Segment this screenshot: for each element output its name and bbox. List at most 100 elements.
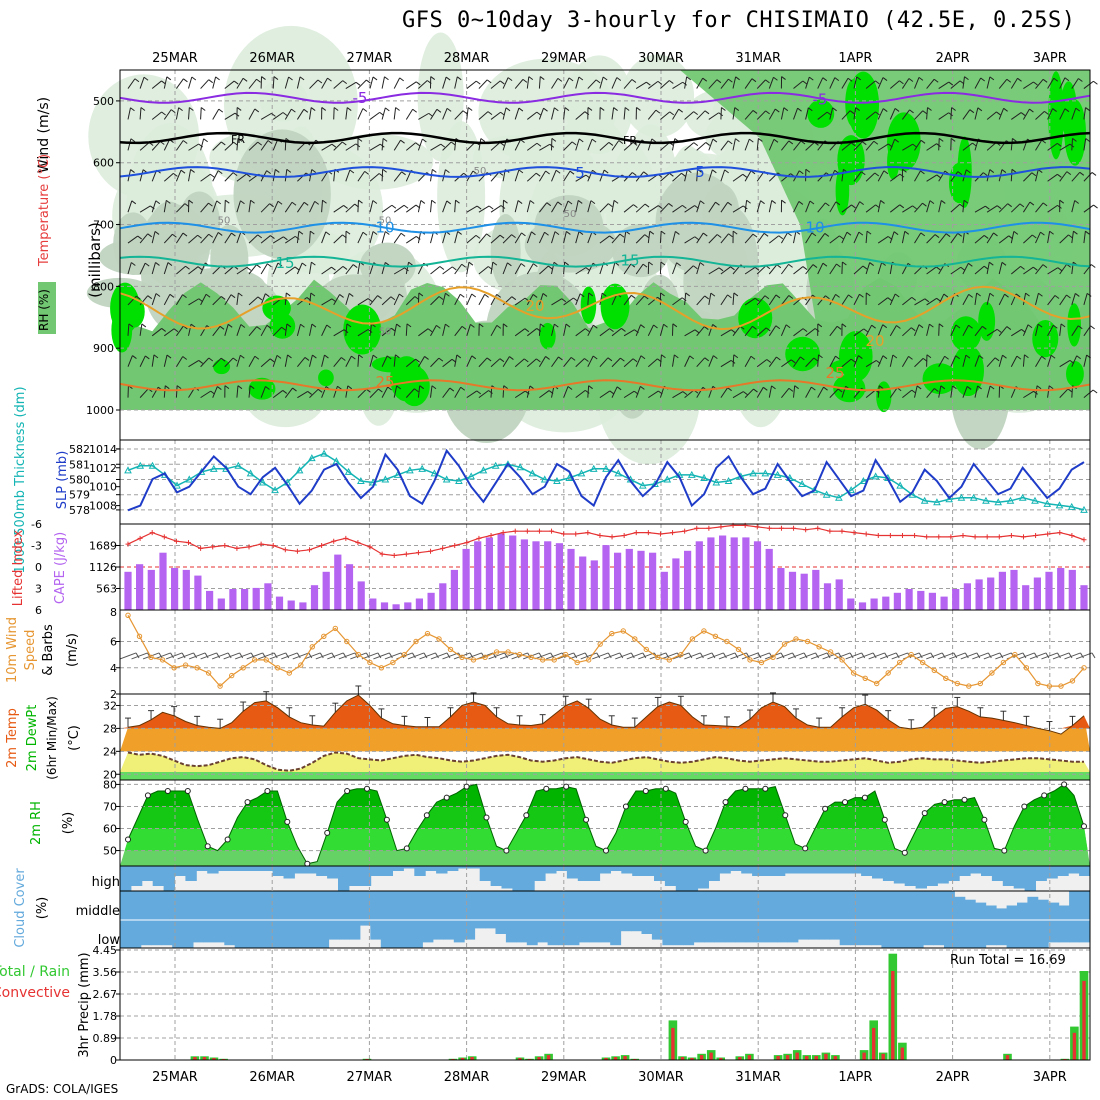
wind-barb	[718, 267, 724, 272]
wind-barb	[694, 236, 700, 241]
rh-region	[830, 359, 860, 374]
cloud-low-cell	[224, 945, 236, 948]
wind-barb	[139, 388, 149, 398]
cloud-low-cell	[464, 920, 476, 940]
wind-barb	[333, 80, 344, 89]
wind-barb	[624, 107, 630, 111]
wind-barb	[357, 137, 363, 142]
wind-barb	[732, 205, 744, 213]
wind-barb	[296, 109, 305, 120]
wind-barb	[333, 294, 341, 306]
wind-barb	[1035, 264, 1044, 275]
wind-barb	[531, 231, 536, 236]
thickness-point	[295, 466, 304, 474]
wind-barb	[599, 76, 604, 89]
cloud-high-cell	[294, 866, 306, 874]
rh-point	[861, 794, 868, 801]
cloud-low-cell	[683, 945, 695, 948]
wind-barb	[220, 141, 226, 146]
wind-barb	[861, 652, 866, 659]
cloud-high-cell	[839, 866, 851, 874]
wind-barb	[445, 323, 450, 328]
wind-barb	[623, 358, 634, 368]
wind-barb	[853, 76, 858, 89]
wind-barb	[343, 205, 348, 209]
wind-barb	[1071, 78, 1079, 89]
wind-speed-point	[954, 680, 960, 687]
cape-bar	[509, 535, 517, 610]
wind-barb	[358, 199, 363, 204]
wind-barb	[224, 357, 234, 368]
wind-barb	[793, 328, 804, 337]
wind-barb	[768, 77, 774, 89]
wind-barb	[248, 356, 256, 367]
wind-barb	[321, 324, 328, 337]
wind-barb	[936, 174, 942, 179]
wind-barb	[139, 355, 146, 367]
wind-barb	[780, 107, 785, 120]
thickness-point	[614, 469, 623, 477]
wind-barb	[1010, 203, 1021, 213]
rh-region	[683, 223, 751, 340]
wind-barb	[130, 107, 135, 112]
wind-barb	[889, 80, 900, 89]
wind-barb	[1050, 354, 1056, 359]
wind-barb	[998, 293, 1005, 306]
wind-barb	[204, 652, 209, 659]
wind-barb	[775, 294, 781, 299]
wind-barb	[387, 386, 392, 391]
wind-barb	[635, 81, 647, 89]
wind-barb	[526, 76, 530, 89]
wind-barb	[430, 652, 448, 660]
cloud-middle-cell	[464, 891, 476, 920]
wind-barb	[266, 324, 272, 329]
wind-barb	[333, 205, 344, 213]
wind-barb	[599, 328, 610, 337]
wind-barb	[381, 327, 392, 337]
wind-barb	[539, 202, 548, 213]
wind-barb	[1022, 324, 1029, 337]
cape-bar	[427, 592, 435, 610]
wind-barb	[728, 233, 733, 238]
wind-barb	[309, 354, 313, 367]
wind-barb	[175, 232, 184, 244]
cloud-middle-cell	[422, 891, 434, 920]
wind-barb	[151, 231, 156, 244]
cape-bar	[1045, 571, 1053, 610]
wind-barb	[538, 76, 541, 89]
wind-barb	[758, 138, 763, 142]
wind-barb	[853, 107, 857, 120]
wind-barb	[611, 328, 622, 337]
wind-barb	[608, 142, 614, 146]
wind-barb	[660, 292, 665, 297]
wind-barb	[669, 80, 674, 84]
li-point	[839, 528, 845, 534]
wind-barb	[974, 326, 983, 337]
wind-barb	[561, 298, 567, 303]
wind-barb	[721, 107, 726, 111]
wind-barb	[367, 329, 373, 333]
rh-point	[344, 788, 351, 794]
wind-barb	[902, 389, 913, 399]
wind-barb	[623, 142, 634, 151]
wind-barb	[273, 76, 279, 80]
wind-barb	[175, 385, 178, 398]
cape-bar	[159, 552, 167, 610]
wind-barb	[902, 297, 913, 306]
wind-barb	[369, 143, 381, 151]
wind-barb	[829, 388, 839, 398]
wind-barb	[414, 388, 419, 393]
wind-speed-point	[735, 646, 742, 653]
wind-barb	[914, 232, 922, 244]
wind-barb	[285, 292, 291, 297]
wind-barb	[524, 328, 530, 333]
wind-barb	[631, 79, 637, 83]
wind-barb	[399, 77, 404, 82]
wind-barb	[672, 297, 683, 306]
wind-barb	[601, 292, 607, 297]
wind-barb	[163, 139, 171, 151]
wind-barb	[817, 111, 828, 120]
rh-point	[523, 812, 530, 819]
